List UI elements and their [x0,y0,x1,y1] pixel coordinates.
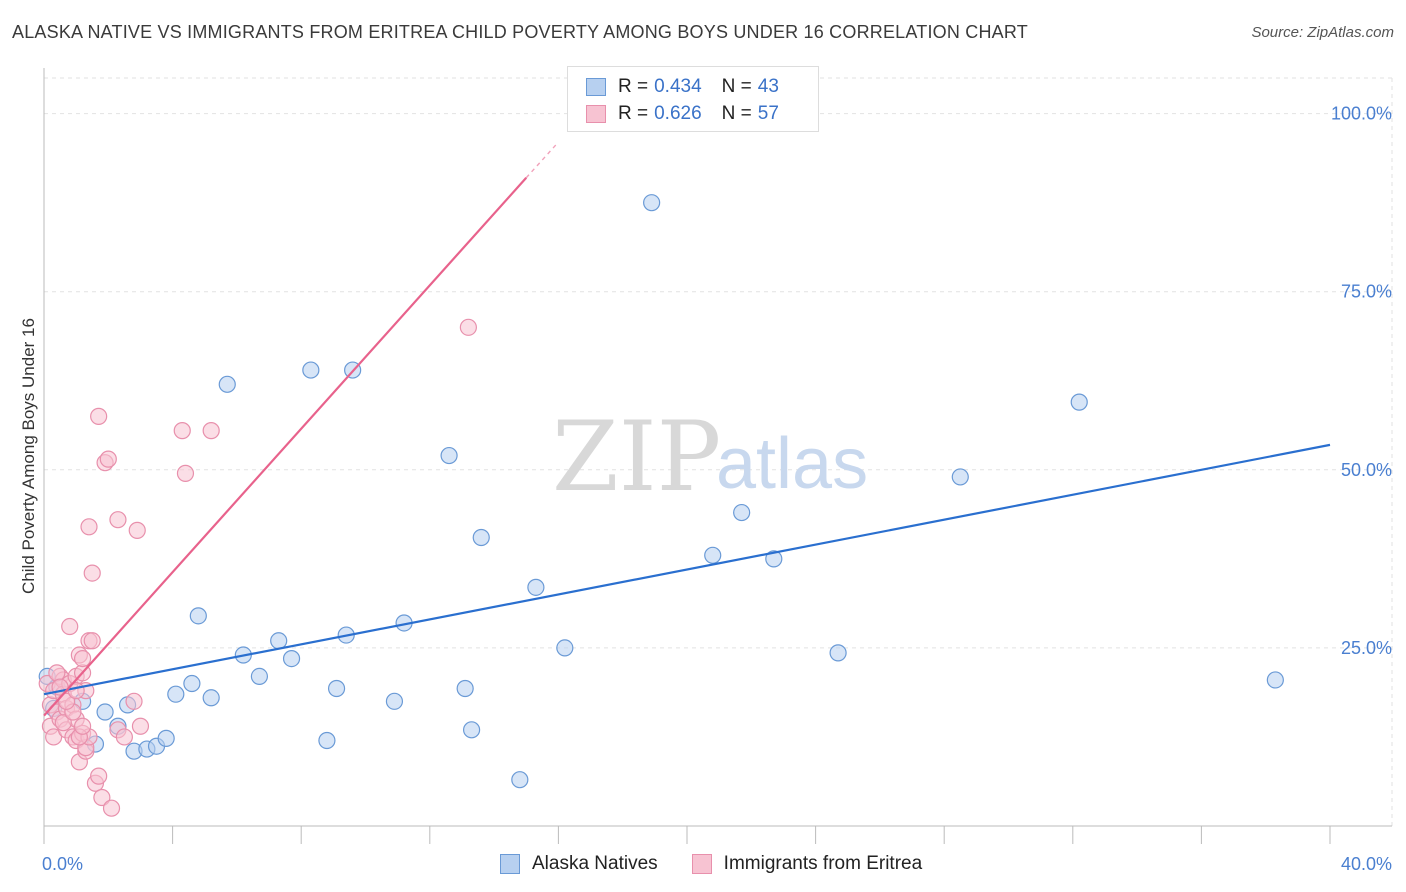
point-alaska [327,679,346,698]
x-tick-label: 40.0% [1341,854,1392,874]
point-eritrea [125,692,143,710]
series-name-eritrea: Immigrants from Eritrea [723,853,923,874]
point-alaska [527,578,545,596]
point-alaska [643,194,661,212]
y-tick-label: 100.0% [1331,104,1392,124]
point-alaska [829,644,847,662]
point-eritrea [83,564,101,582]
y-tick-label: 75.0% [1341,282,1392,302]
point-eritrea [459,318,477,336]
point-alaska [556,639,574,657]
x-tick-label: 0.0% [42,854,83,874]
legend-n-label: N = [721,103,752,124]
point-alaska [318,731,336,750]
chart-title: ALASKA NATIVE VS IMMIGRANTS FROM ERITREA… [12,22,1028,42]
legend-r-label: R = [618,103,649,124]
legend-row-eritrea: R = 0.626 N = 57 [586,102,779,126]
point-alaska [270,632,288,650]
point-alaska [472,528,490,547]
point-eritrea [90,407,108,425]
trend-lines [43,141,1331,717]
legend-swatch-blue [586,78,606,96]
point-eritrea [93,788,111,807]
legend-r-label: R = [618,76,649,97]
point-alaska [202,689,220,707]
point-alaska [462,721,481,739]
legend-n-value: 43 [757,76,779,97]
trend-line-eritrea [43,176,528,717]
legend-r-value: 0.626 [654,103,702,124]
point-eritrea [45,728,63,746]
legend-n-label: N = [721,76,752,97]
point-eritrea [115,728,133,746]
point-alaska [167,685,185,703]
chart-source: Source: ZipAtlas.com [1251,24,1394,41]
data-points [38,194,1284,817]
watermark-zip: ZIP [552,401,721,513]
point-eritrea [73,717,92,735]
point-alaska [765,550,783,568]
y-tick-label: 25.0% [1341,638,1392,658]
point-eritrea [131,717,150,735]
series-swatch-pink [691,854,712,874]
point-eritrea [176,464,195,482]
watermark-atlas: atlas [716,424,868,504]
series-legend-alaska: Alaska Natives [500,853,658,875]
point-alaska [96,703,114,721]
point-eritrea [73,649,92,668]
series-legend: Alaska Natives Immigrants from Eritrea [500,852,956,876]
series-name-alaska: Alaska Natives [532,853,658,874]
series-swatch-blue [500,854,520,874]
point-alaska [282,649,301,668]
y-tick-label: 50.0% [1341,460,1392,480]
point-eritrea [109,511,127,529]
tick-labels: 25.0% 50.0% 75.0% 100.0% 0.0% 40.0% [42,104,1392,874]
point-eritrea [102,799,121,817]
point-alaska [189,607,207,625]
point-alaska [250,667,269,686]
point-eritrea [128,521,146,539]
point-eritrea [83,632,101,650]
point-alaska [1070,393,1088,411]
point-eritrea [90,767,108,785]
trend-line-alaska [43,443,1331,696]
point-alaska [456,679,474,698]
watermark: ZIP atlas [552,401,868,513]
legend-swatch-pink [586,105,606,123]
point-eritrea [80,518,98,536]
point-eritrea [99,450,117,468]
y-axis-label: Child Poverty Among Boys Under 16 [19,318,38,594]
point-eritrea [202,422,220,440]
legend-n-value: 57 [757,103,779,124]
point-eritrea [48,664,66,682]
point-alaska [218,375,236,393]
legend-r-value: 0.434 [654,76,702,97]
correlation-legend: R = 0.434 N = 43 R = 0.626 N = 57 [567,66,819,132]
point-alaska [1266,671,1284,689]
series-legend-eritrea: Immigrants from Eritrea [691,853,923,875]
point-eritrea [61,617,79,636]
legend-row-alaska: R = 0.434 N = 43 [586,75,779,99]
point-alaska [157,729,175,747]
point-alaska [302,361,320,379]
point-alaska [183,674,201,693]
point-eritrea [173,422,191,440]
point-alaska [511,771,529,789]
trend-line-eritrea-extension [525,141,559,179]
point-eritrea [54,714,72,732]
point-alaska [440,446,458,465]
point-eritrea [57,692,76,710]
point-alaska [704,546,722,564]
point-alaska [385,692,404,710]
point-alaska [733,503,751,522]
point-alaska [951,468,969,486]
